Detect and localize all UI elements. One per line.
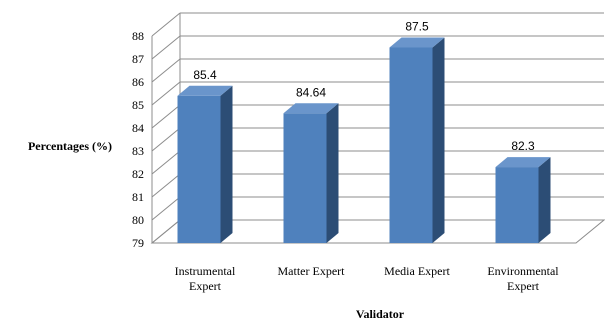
gridline-side [151,196,181,221]
x-axis-title: Validator [356,307,405,321]
x-category-line: Expert [507,279,540,293]
gridline-side [151,58,181,83]
y-axis-title: Percentages (%) [28,139,112,153]
bars: 85.4 84.64 87.5 82.3 [177,20,551,243]
x-category-line: Expert [189,279,222,293]
y-tick-label: 84 [132,121,144,135]
y-tick-label: 85 [132,98,144,112]
x-category-label: Environmental Expert [487,264,559,293]
bar-top [389,37,445,48]
x-category-line: Environmental [487,264,559,278]
y-tick-label: 86 [132,75,144,89]
bar-top [283,103,339,114]
bar-front [177,95,221,243]
y-tick-label: 79 [132,236,144,250]
bar-2: 87.5 [389,20,445,243]
bar-0: 85.4 [177,68,233,243]
x-category-label: Matter Expert [278,264,346,278]
gridline-side [151,12,181,37]
y-tick-label: 82 [132,167,144,181]
data-label: 82.3 [511,139,535,153]
x-category-line: Matter Expert [278,264,346,278]
bar-top [177,85,233,96]
y-tick-label: 81 [132,190,144,204]
data-label: 87.5 [405,20,429,34]
data-label: 85.4 [193,68,217,82]
gridline-side [151,127,181,152]
data-label: 84.64 [296,85,326,99]
x-category-label: Media Expert [384,264,450,278]
y-tick-label: 88 [132,29,144,43]
y-tick-label: 87 [132,52,144,66]
bar-side [432,37,445,243]
gridline-side [151,81,181,106]
x-category-line: Instrumental [175,264,236,278]
y-axis-ticks: 79 80 81 82 83 84 85 86 87 88 [132,29,144,250]
gridline-side [151,173,181,198]
x-category-label: Instrumental Expert [175,264,236,293]
gridline-side [151,219,181,244]
bar-side [220,85,233,243]
x-category-line: Media Expert [384,264,450,278]
bar-front [283,113,327,243]
bar-1: 84.64 [283,85,339,243]
bar-side [326,103,339,243]
gridline-side [151,104,181,129]
bar-front [495,167,539,243]
gridline-side [151,150,181,175]
bar-top [495,157,551,168]
bar-side [538,157,551,243]
y-tick-label: 83 [132,144,144,158]
y-tick-label: 80 [132,213,144,227]
bar-front [389,47,433,243]
bar-3: 82.3 [495,139,551,243]
gridline-side [151,35,181,60]
